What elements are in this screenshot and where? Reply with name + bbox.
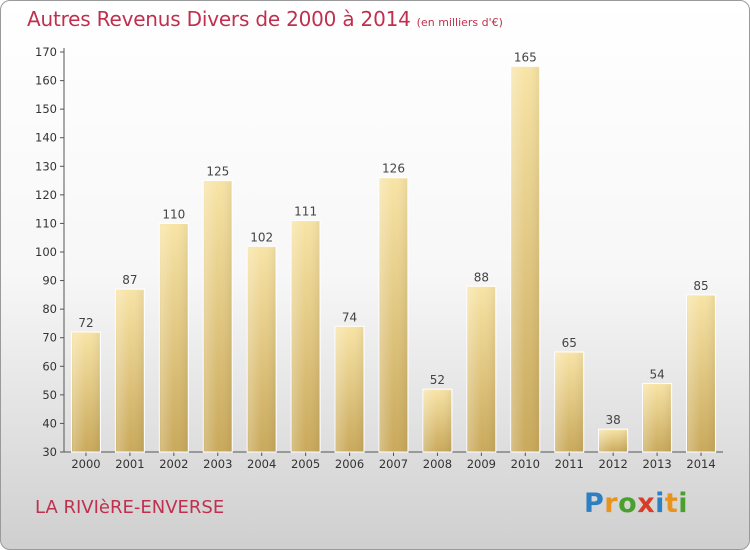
bar-sheen — [72, 333, 100, 452]
logo-letter: x — [637, 488, 656, 519]
x-tick-label: 2013 — [642, 457, 671, 471]
y-tick-label: 40 — [42, 416, 57, 430]
data-label: 65 — [562, 336, 577, 350]
x-tick-label: 2003 — [203, 457, 232, 471]
data-label: 72 — [78, 316, 93, 330]
x-tick-label: 2000 — [71, 457, 100, 471]
x-tick-label: 2004 — [247, 457, 276, 471]
data-label: 52 — [430, 373, 445, 387]
bar-sheen — [292, 221, 320, 452]
x-tick-label: 2002 — [159, 457, 188, 471]
bar-sheen — [204, 181, 232, 453]
data-label: 126 — [382, 162, 405, 176]
y-tick-label: 150 — [35, 102, 57, 116]
data-label: 74 — [342, 310, 357, 324]
data-label: 54 — [649, 367, 664, 381]
logo-letter: o — [618, 488, 638, 519]
x-tick-label: 2014 — [686, 457, 715, 471]
bar-sheen — [687, 295, 715, 452]
bar-sheen — [423, 390, 451, 452]
x-tick-label: 2007 — [379, 457, 408, 471]
x-tick-label: 2011 — [555, 457, 584, 471]
proxiti-logo: Proxiti — [584, 488, 688, 519]
bar-sheen — [511, 67, 539, 453]
y-tick-label: 60 — [42, 359, 57, 373]
data-label: 165 — [514, 50, 537, 64]
logo-letter: r — [604, 488, 619, 519]
data-label: 85 — [693, 279, 708, 293]
chart-title: Autres Revenus Divers de 2000 à 2014 (en … — [27, 7, 503, 31]
y-tick-label: 170 — [35, 45, 57, 59]
logo-letter: P — [584, 488, 605, 519]
bar-sheen — [380, 178, 407, 452]
y-tick-label: 50 — [42, 388, 57, 402]
data-label: 88 — [474, 270, 489, 284]
data-label: 87 — [122, 273, 137, 287]
bar-sheen — [336, 327, 364, 452]
data-label: 102 — [250, 230, 273, 244]
bar-sheen — [160, 224, 188, 452]
data-label: 38 — [606, 413, 621, 427]
data-label: 111 — [294, 205, 317, 219]
bar-sheen — [555, 353, 583, 452]
y-tick-label: 70 — [42, 331, 57, 345]
x-tick-label: 2006 — [335, 457, 364, 471]
data-label: 110 — [162, 207, 185, 221]
y-tick-label: 100 — [35, 245, 57, 259]
y-tick-label: 140 — [35, 131, 57, 145]
bar-sheen — [467, 287, 495, 452]
y-tick-label: 90 — [42, 274, 57, 288]
x-tick-label: 2001 — [115, 457, 144, 471]
x-tick-label: 2009 — [467, 457, 496, 471]
data-label: 125 — [206, 165, 229, 179]
y-tick-label: 110 — [35, 216, 57, 230]
y-tick-label: 160 — [35, 74, 57, 88]
bar-sheen — [116, 290, 144, 452]
x-tick-label: 2005 — [291, 457, 320, 471]
location-name: LA RIVIèRE-ENVERSE — [35, 497, 225, 518]
logo-letter: t — [664, 488, 679, 519]
bar-sheen — [599, 430, 627, 452]
title-text: Autres Revenus Divers de 2000 à 2014 — [27, 7, 411, 31]
y-tick-label: 120 — [35, 188, 57, 202]
unit-note: (en milliers d'€) — [416, 16, 503, 29]
y-tick-label: 130 — [35, 159, 57, 173]
logo-letter: i — [655, 488, 665, 519]
logo-letter: i — [678, 488, 689, 519]
bar-sheen — [248, 247, 276, 452]
x-tick-label: 2012 — [599, 457, 628, 471]
y-tick-label: 80 — [42, 302, 57, 316]
x-tick-label: 2010 — [511, 457, 540, 471]
y-tick-label: 30 — [42, 445, 57, 459]
bar-sheen — [643, 384, 671, 452]
x-tick-label: 2008 — [423, 457, 452, 471]
